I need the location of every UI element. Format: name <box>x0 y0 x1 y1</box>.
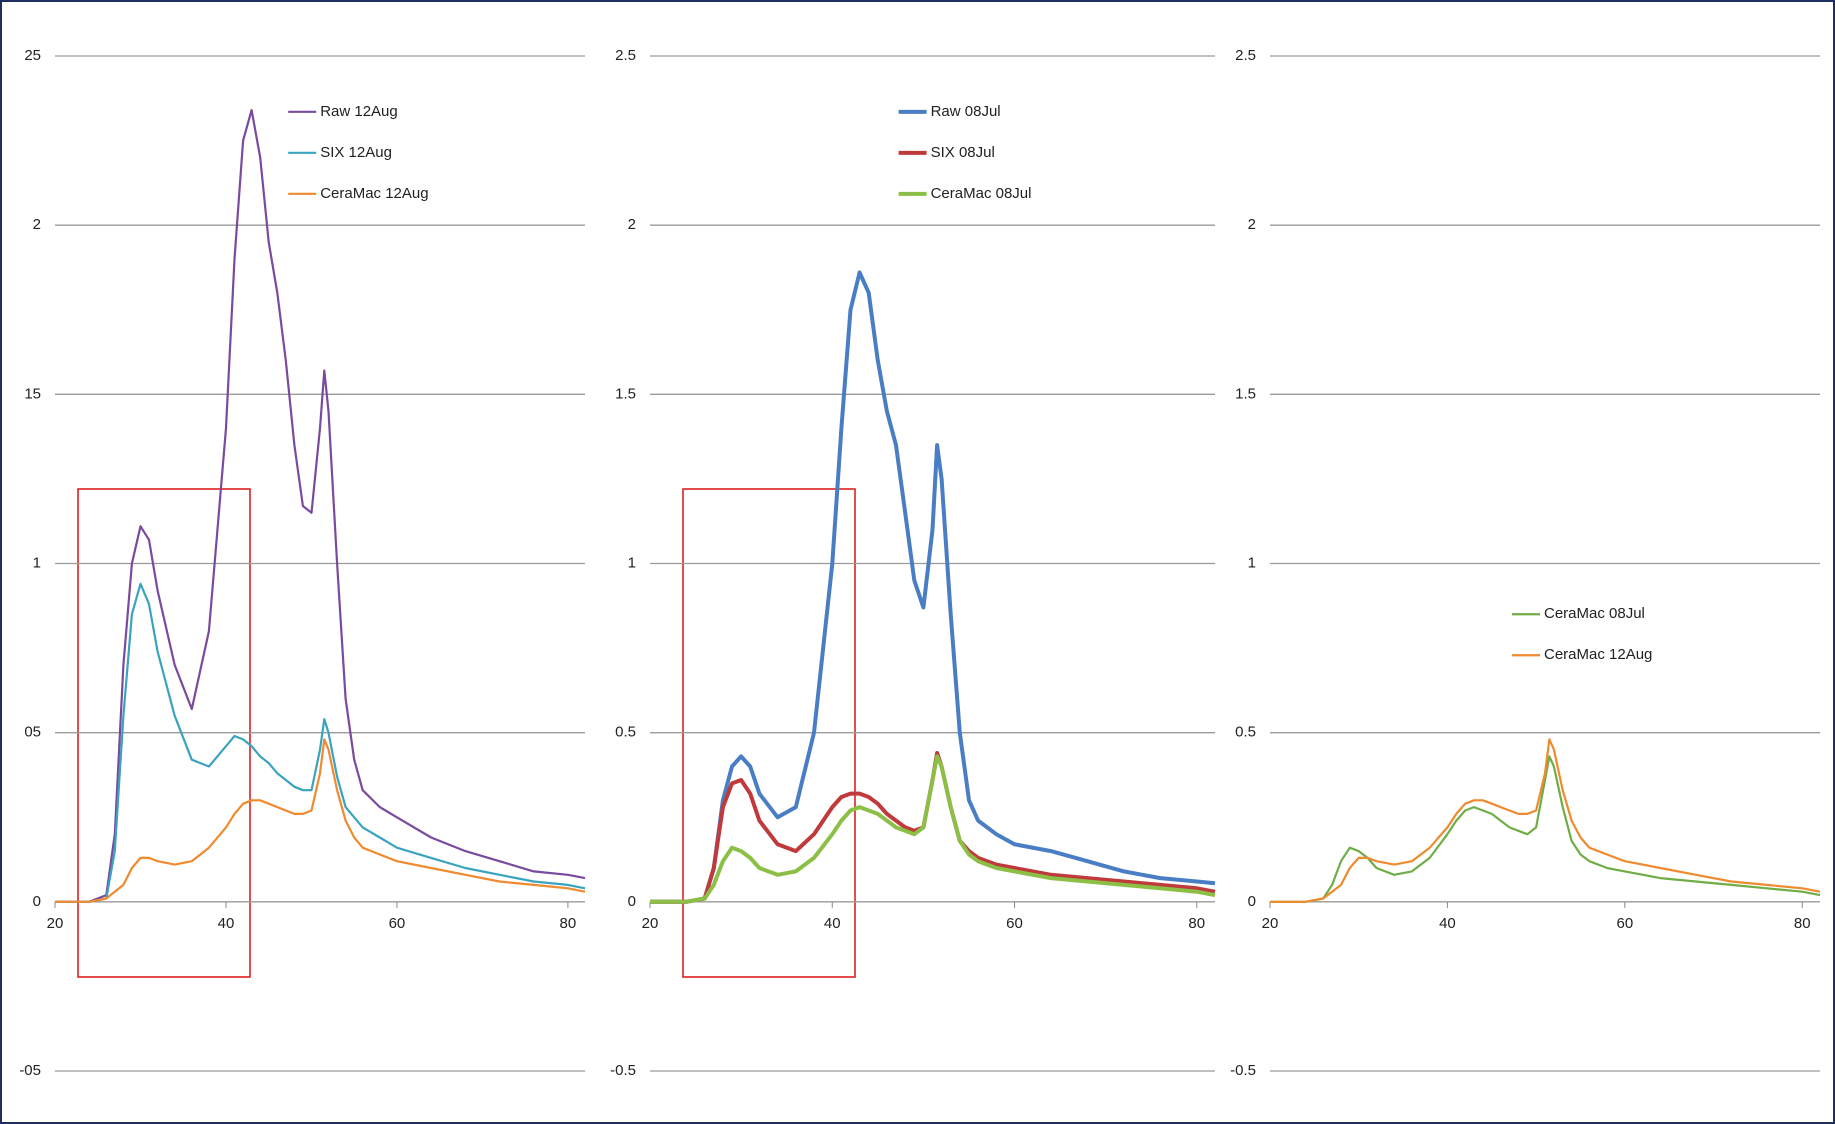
x-tick-label: 60 <box>1616 915 1633 932</box>
series-line <box>1270 755 1821 903</box>
legend-label: CeraMac 12Aug <box>1544 646 1652 663</box>
y-tick-label: 2 <box>33 216 41 233</box>
series-line <box>650 270 1216 904</box>
y-tick-label: 0 <box>33 893 41 910</box>
y-tick-label: 1 <box>33 554 41 571</box>
legend-label: SIX 12Aug <box>320 144 392 161</box>
y-tick-label: 2.5 <box>615 47 636 64</box>
chart: -0.5 0 0.5 1 1.5 2 2.5 20 40 60 80 CeraMac 08Jul Cer… <box>1230 47 1821 1079</box>
y-tick-label: 05 <box>24 724 41 741</box>
y-tick-label: 15 <box>24 385 41 402</box>
x-tick-label: 80 <box>1794 915 1811 932</box>
legend-label: CeraMac 08Jul <box>931 185 1032 202</box>
chart: -05 0 05 1 15 2 25 20 40 60 80 Raw 12Aug SIX 12Aug Ce… <box>19 47 586 1079</box>
y-tick-label: 1.5 <box>1235 385 1256 402</box>
chart: -0.5 0 0.5 1 1.5 2 2.5 20 40 60 80 Raw 08Jul SIX 08J… <box>610 47 1216 1079</box>
legend-label: CeraMac 12Aug <box>320 185 428 202</box>
y-tick-label: 0 <box>628 893 636 910</box>
y-tick-label: 2 <box>1248 216 1256 233</box>
legend-label: SIX 08Jul <box>931 144 995 161</box>
series-line <box>1270 738 1821 903</box>
x-tick-label: 40 <box>218 915 235 932</box>
y-tick-label: 1 <box>1248 554 1256 571</box>
series-line <box>55 582 586 903</box>
x-tick-label: 40 <box>824 915 841 932</box>
y-tick-label: 1.5 <box>615 385 636 402</box>
x-tick-label: 20 <box>47 915 64 932</box>
y-tick-label: 25 <box>24 47 41 64</box>
y-tick-label: 0 <box>1248 893 1256 910</box>
y-tick-label: 2 <box>628 216 636 233</box>
y-tick-label: -05 <box>19 1062 41 1079</box>
legend-label: CeraMac 08Jul <box>1544 605 1645 622</box>
series-line <box>55 109 586 903</box>
y-tick-label: 2.5 <box>1235 47 1256 64</box>
y-tick-label: 1 <box>628 554 636 571</box>
x-tick-label: 80 <box>560 915 577 932</box>
legend-label: Raw 08Jul <box>931 103 1001 120</box>
x-tick-label: 60 <box>1006 915 1023 932</box>
y-tick-label: 0.5 <box>1235 724 1256 741</box>
series-line <box>650 754 1216 904</box>
x-tick-label: 60 <box>389 915 406 932</box>
y-tick-label: 0.5 <box>615 724 636 741</box>
y-tick-label: -0.5 <box>1230 1062 1256 1079</box>
legend-label: Raw 12Aug <box>320 103 398 120</box>
x-tick-label: 40 <box>1439 915 1456 932</box>
x-tick-label: 20 <box>1262 915 1279 932</box>
x-tick-label: 20 <box>642 915 659 932</box>
series-line <box>55 738 586 903</box>
series-line <box>650 751 1216 904</box>
x-tick-label: 80 <box>1188 915 1205 932</box>
y-tick-label: -0.5 <box>610 1062 636 1079</box>
